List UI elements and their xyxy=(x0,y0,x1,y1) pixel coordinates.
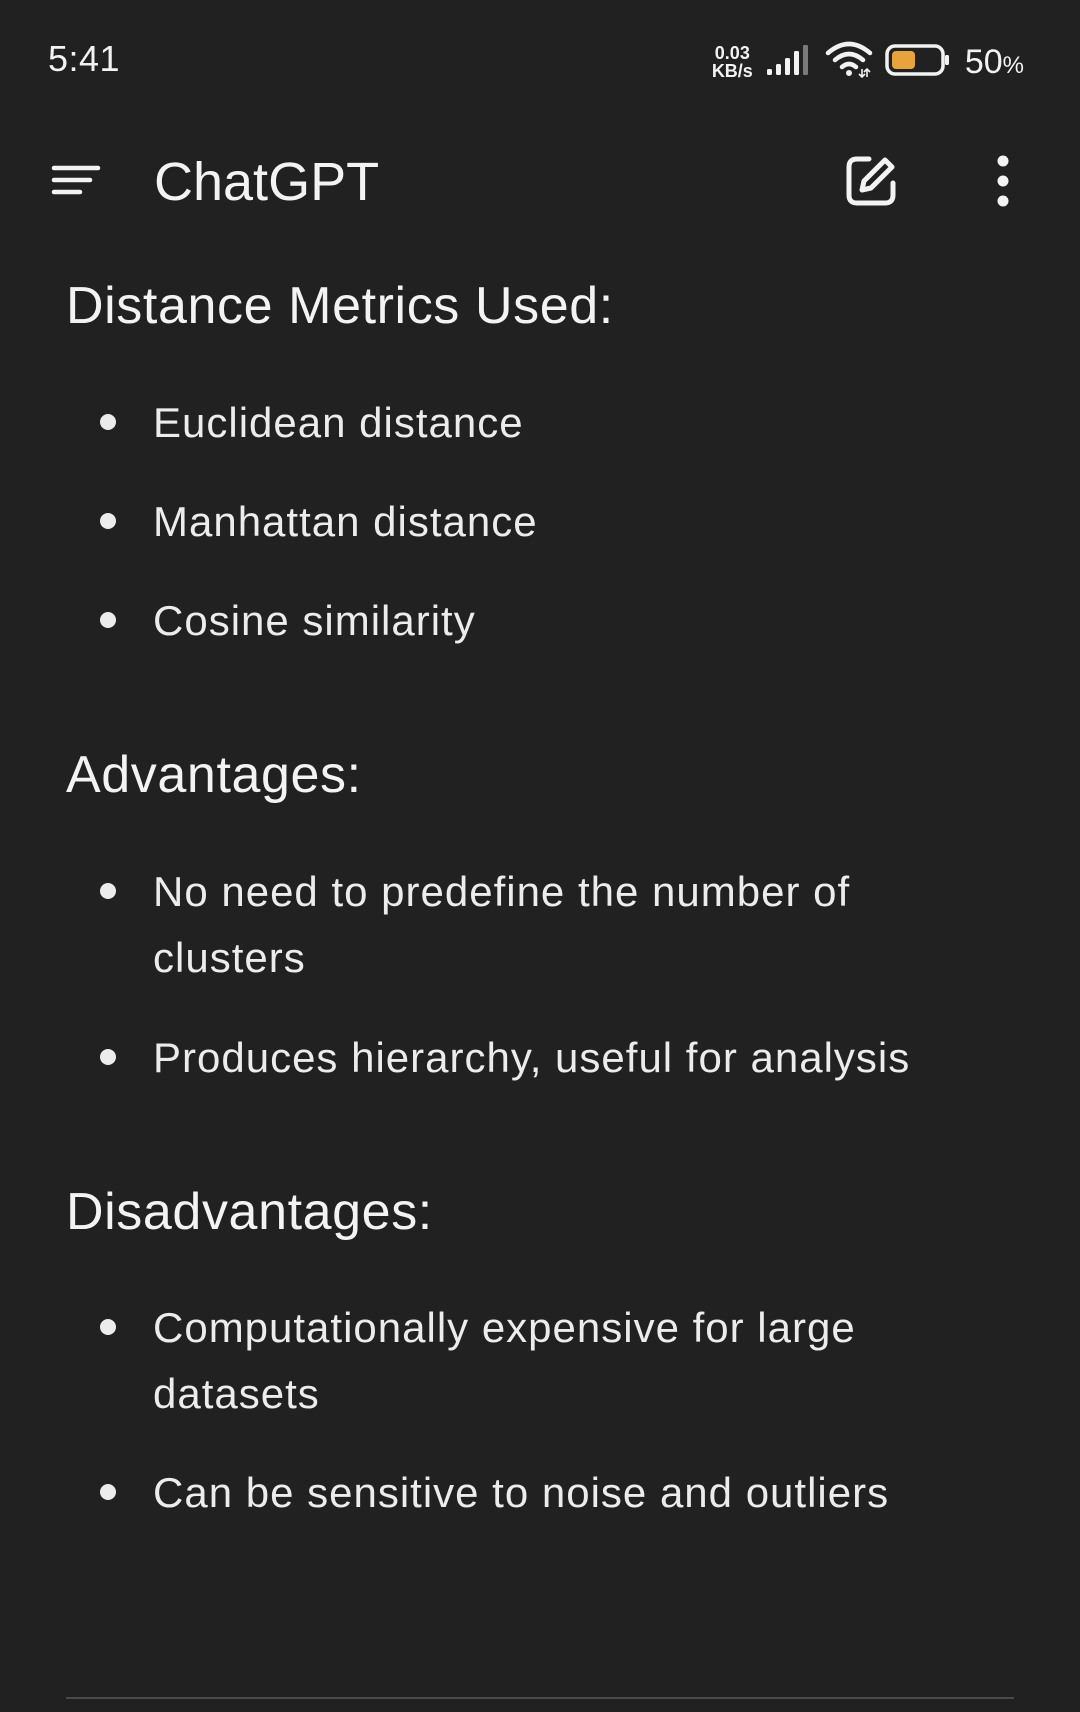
list-item: Can be sensitive to noise and outliers xyxy=(153,1469,890,1516)
status-icons: 0.03 KB/s xyxy=(712,40,1024,84)
bullet-icon xyxy=(100,1484,116,1500)
section-heading-advantages: Advantages: xyxy=(66,746,362,804)
status-bar: 5:41 0.03 KB/s xyxy=(0,0,1080,120)
more-options-button[interactable] xyxy=(968,148,1038,218)
network-speed-value: 0.03 xyxy=(714,43,750,63)
list-item: Cosine similarity xyxy=(153,597,476,644)
app-title: ChatGPT xyxy=(154,152,380,212)
list-item: Manhattan distance xyxy=(153,498,538,545)
bullet-icon xyxy=(100,612,116,628)
bullet-icon xyxy=(100,414,116,430)
new-chat-icon xyxy=(843,153,899,214)
wifi-icon xyxy=(825,41,873,84)
network-speed: 0.03 KB/s xyxy=(712,44,753,80)
status-time: 5:41 xyxy=(48,38,121,79)
menu-icon xyxy=(50,163,102,202)
signal-icon xyxy=(765,43,813,82)
bullet-icon xyxy=(100,513,116,529)
more-vertical-icon xyxy=(996,153,1010,214)
app-bar: ChatGPT xyxy=(0,120,1080,244)
list-item: No need to predefine the number of clust… xyxy=(153,868,851,981)
section-heading-distance-metrics: Distance Metrics Used: xyxy=(66,277,614,335)
divider xyxy=(66,1697,1014,1699)
battery-icon xyxy=(885,43,951,82)
section-heading-disadvantages: Disadvantages: xyxy=(66,1183,433,1241)
list-item: Produces hierarchy, useful for analysis xyxy=(153,1034,911,1081)
bullet-icon xyxy=(100,883,116,899)
list-item: Euclidean distance xyxy=(153,399,524,446)
bullet-icon xyxy=(100,1049,116,1065)
new-chat-button[interactable] xyxy=(836,148,906,218)
menu-button[interactable] xyxy=(42,150,110,214)
battery-percentage-value: 50 xyxy=(964,42,1003,81)
list-item: Computationally expensive for large data… xyxy=(153,1304,856,1417)
battery-percentage-sign: % xyxy=(1002,51,1024,79)
battery-percentage: 50% xyxy=(965,43,1024,82)
network-speed-unit: KB/s xyxy=(711,61,753,81)
bullet-icon xyxy=(100,1319,116,1335)
